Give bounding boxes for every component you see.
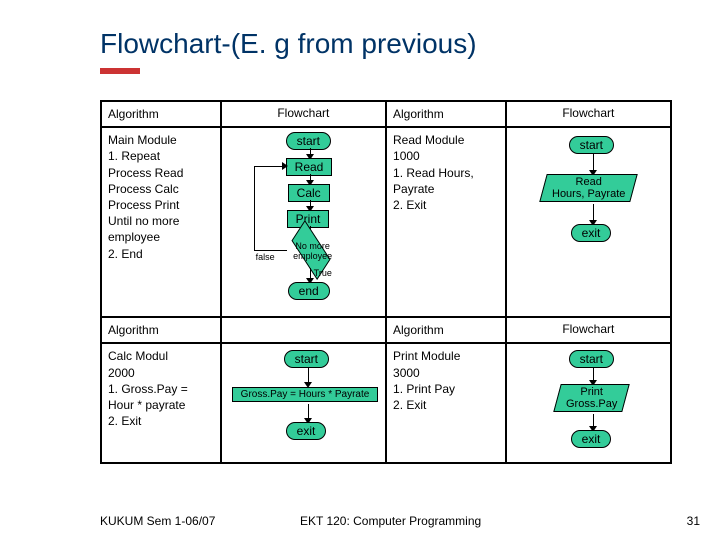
main-algorithm-text: Main Module 1. Repeat Process Read Proce… (101, 127, 221, 317)
page-title: Flowchart-(E. g from previous) (100, 28, 477, 60)
read-hours-io: Read Hours, Payrate (539, 174, 638, 202)
decision-line2: employee (293, 251, 332, 261)
flowchart-table: Algorithm Flowchart Algorithm Flowchart … (100, 100, 672, 464)
print-algorithm-text: Print Module 3000 1. Print Pay 2. Exit (386, 343, 506, 463)
hdr-alg-3: Algorithm (101, 317, 221, 343)
grosspay-process: Gross.Pay = Hours * Payrate (232, 387, 379, 402)
main-flowchart: start Read Calc Print No more employee f… (221, 127, 386, 317)
hdr-fc-4: Flowchart (506, 317, 671, 343)
footer-mid: EKT 120: Computer Programming (300, 514, 481, 528)
read-exit: exit (571, 224, 612, 242)
true-label: True (314, 268, 332, 278)
hdr-alg-1: Algorithm (101, 101, 221, 127)
false-label: false (256, 252, 275, 262)
hdr-alg-4: Algorithm (386, 317, 506, 343)
start-terminal: start (286, 132, 331, 150)
title-accent (100, 68, 140, 74)
end-terminal: end (288, 282, 330, 300)
read-flowchart: start Read Hours, Payrate exit (506, 127, 671, 317)
print-flowchart: start Print Gross.Pay exit (506, 343, 671, 463)
calc-exit: exit (286, 422, 327, 440)
calc-flowchart: start Gross.Pay = Hours * Payrate exit (221, 343, 386, 463)
print-exit: exit (571, 430, 612, 448)
hdr-alg-2: Algorithm (386, 101, 506, 127)
hdr-fc-2: Flowchart (506, 101, 671, 127)
footer-left: KUKUM Sem 1-06/07 (100, 514, 215, 528)
calc-algorithm-text: Calc Modul 2000 1. Gross.Pay = Hour * pa… (101, 343, 221, 463)
hdr-fc-1: Flowchart (221, 101, 386, 127)
hdr-fc-3-blank (221, 317, 386, 343)
print-gross-io: Print Gross.Pay (553, 384, 630, 412)
page-number: 31 (687, 514, 700, 528)
read-algorithm-text: Read Module 1000 1. Read Hours, Payrate … (386, 127, 506, 317)
calc-start: start (284, 350, 329, 368)
calc-process: Calc (288, 184, 330, 202)
read-start: start (569, 136, 614, 154)
print-start: start (569, 350, 614, 368)
